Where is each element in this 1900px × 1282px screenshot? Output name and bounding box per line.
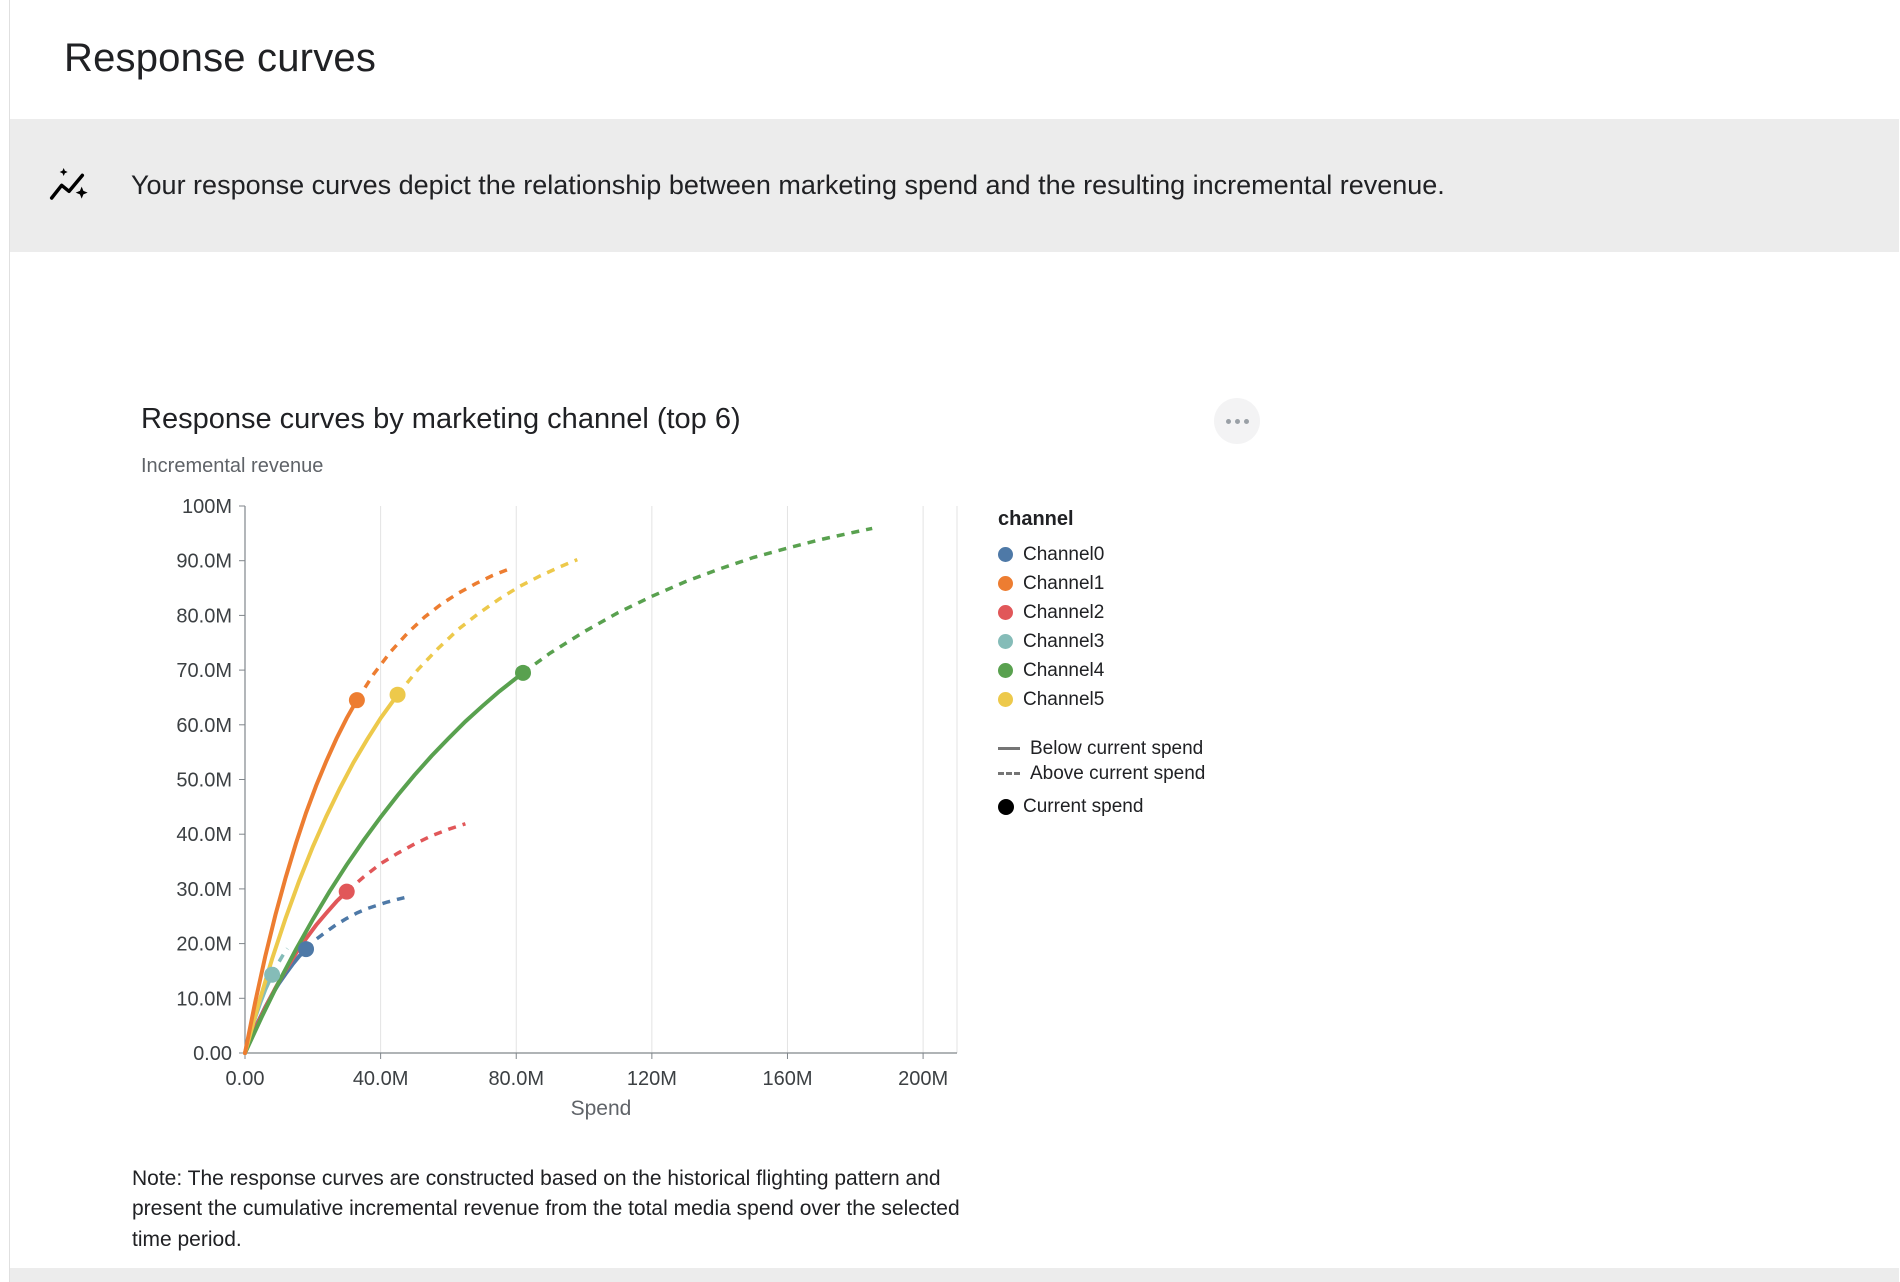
legend-style-dashed: Above current spend — [998, 761, 1205, 786]
legend-label: Channel5 — [1023, 688, 1105, 710]
y-tick-label: 0.00 — [193, 1043, 232, 1065]
info-banner: Your response curves depict the relation… — [10, 119, 1899, 252]
response-curves-plot: 0.00 10.0M 20.0M 30.0M 40.0M 50.0M 60.0M 70.0M 8… — [176, 496, 958, 1120]
legend-label: Channel4 — [1023, 659, 1105, 681]
x-tick-label: 80.0M — [488, 1068, 544, 1090]
legend-style-items: Below current spend Above current spend Cu… — [998, 736, 1205, 819]
chart-legend: channel Channel0 Channel1 Channel2 Channel3… — [998, 508, 1205, 819]
report-page: Response curves Your response curves dep… — [9, 0, 1899, 1282]
y-tick-label: 30.0M — [176, 879, 232, 901]
legend-item-Channel2: Channel2 — [998, 598, 1205, 627]
legend-label: Channel1 — [1023, 572, 1105, 594]
curve-above-spend-Channel4 — [521, 526, 873, 675]
legend-color-dot — [998, 547, 1013, 562]
legend-color-dot — [998, 634, 1013, 649]
chart-title: Response curves by marketing channel (to… — [141, 403, 741, 435]
dashed-line-sample — [998, 772, 1020, 775]
legend-style-dot: Current spend — [998, 794, 1205, 819]
current-spend-dot-Channel5 — [389, 686, 406, 703]
legend-label: Above current spend — [1030, 762, 1206, 784]
y-tick-label: 90.0M — [176, 551, 232, 573]
legend-label: Channel2 — [1023, 601, 1105, 623]
solid-line-sample — [998, 747, 1020, 750]
y-tick-label: 10.0M — [176, 988, 232, 1010]
current-spend-dot-Channel0 — [298, 941, 315, 958]
current-spend-dot-Channel3 — [264, 966, 281, 983]
x-tick-label: 120M — [627, 1068, 677, 1090]
current-spend-dot-Channel4 — [515, 664, 532, 681]
page-title: Response curves — [64, 36, 377, 80]
x-tick-label: 0.00 — [226, 1068, 265, 1090]
y-tick-label: 70.0M — [176, 660, 232, 682]
x-tick-label: 160M — [762, 1068, 812, 1090]
legend-title: channel — [998, 508, 1074, 530]
y-tick-label: 100M — [182, 496, 232, 518]
curve-above-spend-Channel1 — [355, 567, 511, 702]
more-horizontal-icon — [1225, 418, 1249, 424]
curve-above-spend-Channel2 — [345, 822, 466, 893]
legend-item-Channel3: Channel3 — [998, 627, 1205, 656]
x-tick-label: 200M — [898, 1068, 948, 1090]
chart-options-button[interactable] — [1214, 398, 1260, 444]
y-tick-label: 40.0M — [176, 824, 232, 846]
legend-color-dot — [998, 663, 1013, 678]
banner-text: Your response curves depict the relation… — [131, 170, 1445, 200]
curve-below-spend-Channel4 — [243, 670, 525, 1055]
legend-label: Channel0 — [1023, 543, 1105, 565]
legend-item-Channel5: Channel5 — [998, 685, 1205, 714]
chart-footnote: Note: The response curves are constructe… — [132, 1167, 960, 1251]
legend-color-dot — [998, 692, 1013, 707]
y-tick-label: 50.0M — [176, 770, 232, 792]
current-spend-dot-Channel2 — [338, 883, 355, 900]
x-axis-title: Spend — [571, 1097, 632, 1120]
legend-color-dot — [998, 605, 1013, 620]
y-tick-label: 60.0M — [176, 715, 232, 737]
legend-item-Channel1: Channel1 — [998, 569, 1205, 598]
insights-sparkline-icon — [46, 166, 92, 206]
bottom-divider — [10, 1268, 1899, 1282]
y-tick-label: 20.0M — [176, 934, 232, 956]
curve-above-spend-Channel0 — [304, 895, 405, 951]
legend-color-dot — [998, 576, 1013, 591]
legend-style-solid: Below current spend — [998, 736, 1205, 761]
current-spend-dot-Channel1 — [348, 692, 365, 709]
legend-label: Current spend — [1023, 795, 1144, 817]
curve-above-spend-Channel5 — [396, 557, 578, 696]
legend-label: Below current spend — [1030, 737, 1204, 759]
legend-channel-items: Channel0 Channel1 Channel2 Channel3 Channel4… — [998, 540, 1205, 714]
current-spend-dot-sample — [998, 798, 1014, 815]
x-tick-label: 40.0M — [353, 1068, 409, 1090]
legend-item-Channel4: Channel4 — [998, 656, 1205, 685]
y-tick-label: 80.0M — [176, 605, 232, 627]
page-header: Response curves — [10, 0, 1899, 119]
legend-label: Channel3 — [1023, 630, 1105, 652]
y-axis-title: Incremental revenue — [141, 455, 324, 477]
curve-below-spend-Channel1 — [243, 698, 359, 1055]
legend-item-Channel0: Channel0 — [998, 540, 1205, 569]
curve-below-spend-Channel5 — [243, 692, 400, 1055]
